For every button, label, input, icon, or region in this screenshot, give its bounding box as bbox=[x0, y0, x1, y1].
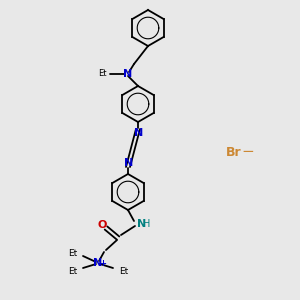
Text: Br: Br bbox=[226, 146, 242, 158]
Text: Et: Et bbox=[119, 266, 128, 275]
Text: N: N bbox=[93, 258, 103, 268]
Text: N: N bbox=[134, 128, 143, 137]
Text: O: O bbox=[97, 220, 107, 230]
Text: −: − bbox=[242, 143, 254, 158]
Text: N: N bbox=[124, 158, 133, 169]
Text: Et: Et bbox=[68, 248, 77, 257]
Text: N: N bbox=[123, 69, 133, 79]
Text: H: H bbox=[143, 219, 150, 229]
Text: +: + bbox=[100, 260, 106, 268]
Text: N: N bbox=[137, 219, 146, 229]
Text: Et: Et bbox=[98, 70, 107, 79]
Text: Et: Et bbox=[68, 266, 77, 275]
